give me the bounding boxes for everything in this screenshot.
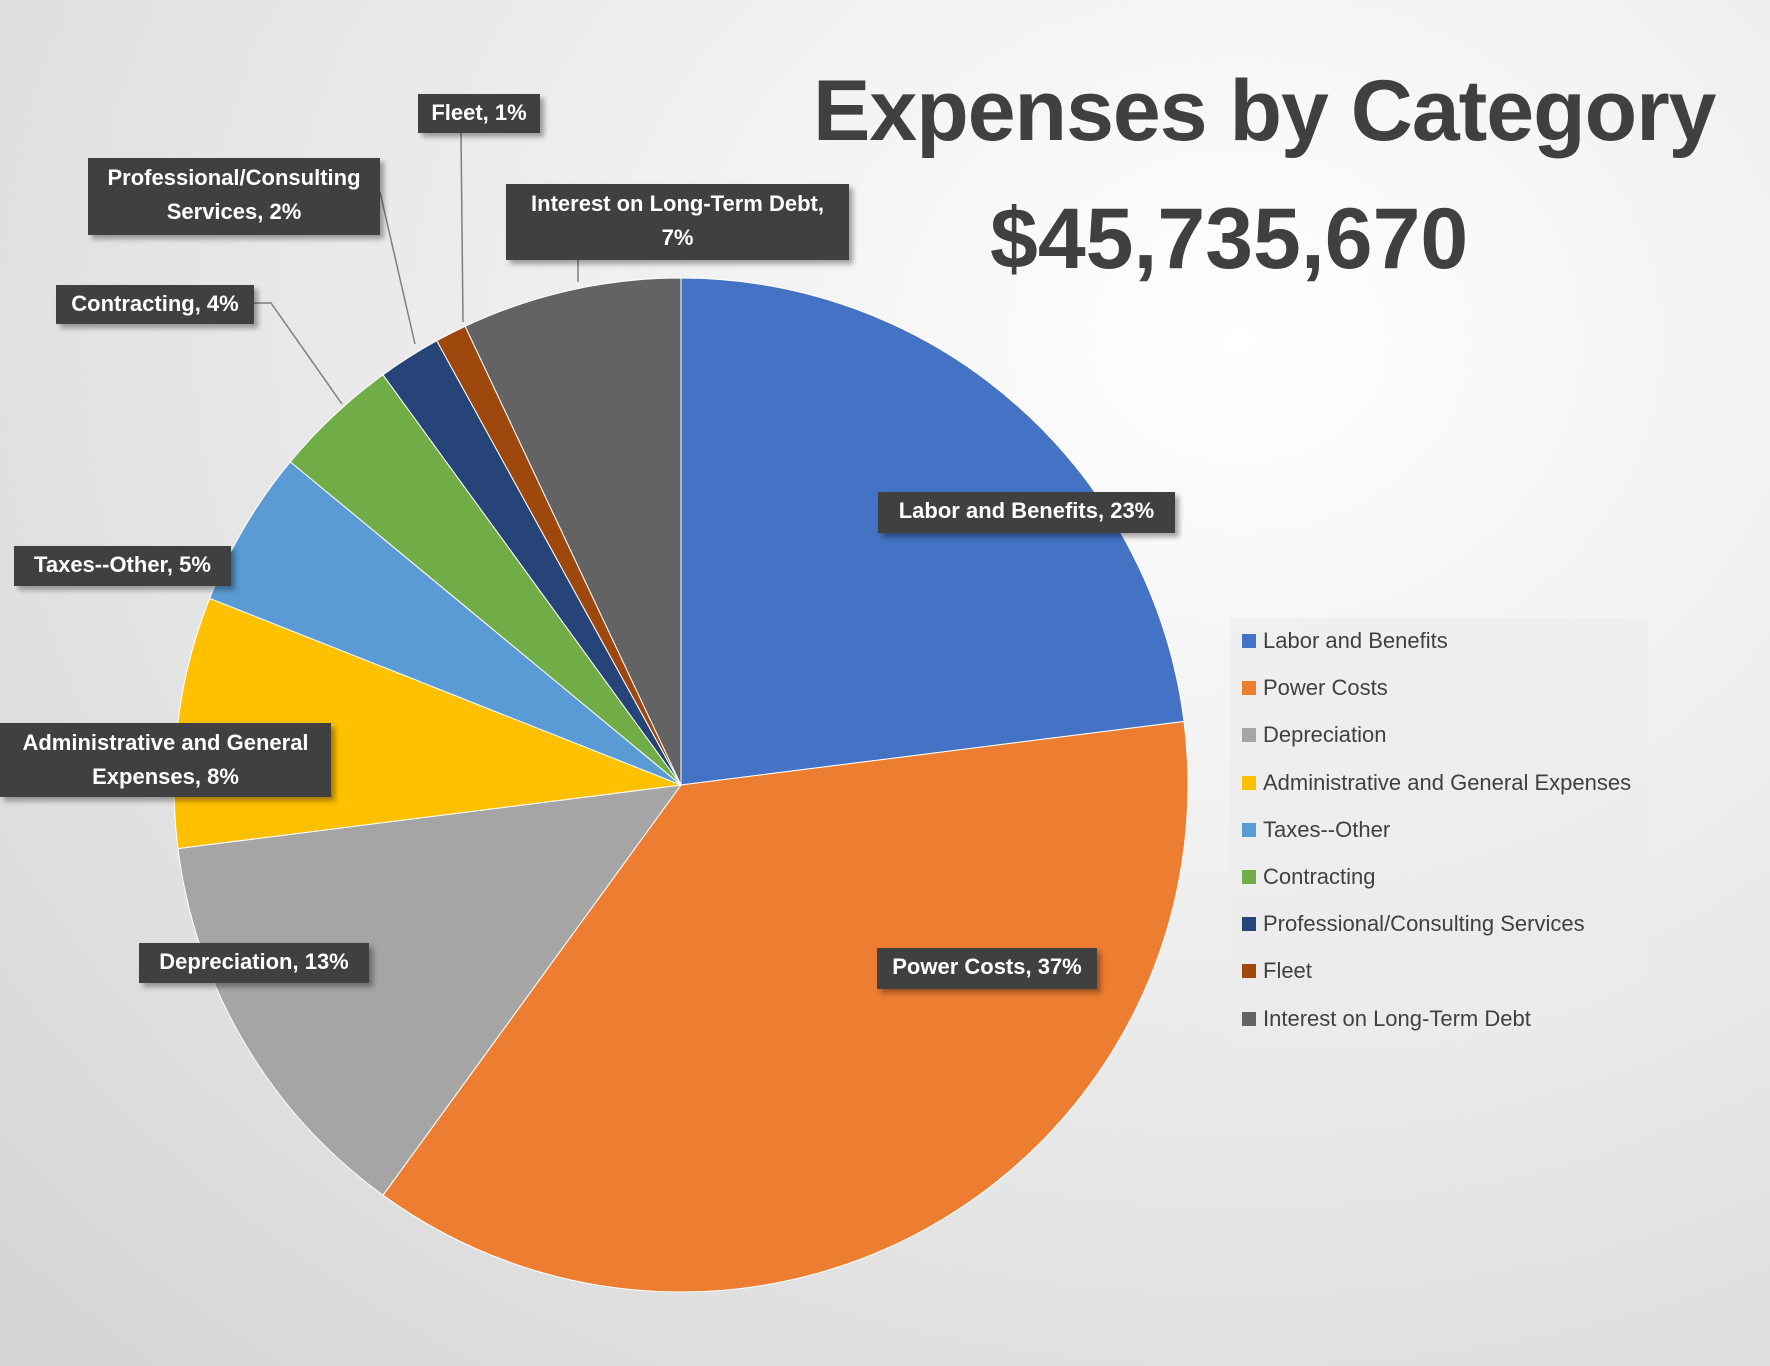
leader-line-contracting [254,302,343,405]
data-label-admin: Administrative and General Expenses, 8% [0,723,331,797]
legend-swatch [1242,728,1256,743]
chart-legend: Labor and Benefits Power Costs Depreciatio… [1230,618,1648,1046]
legend-item: Fleet [1242,956,1312,986]
data-label-interest-text: Interest on Long-Term Debt, 7% [531,191,824,250]
legend-label: Taxes--Other [1263,816,1391,842]
legend-item: Labor and Benefits [1242,626,1448,656]
pie-slice-interest-on-long-term-debt [464,277,682,786]
legend-label: Professional/Consulting Services [1263,911,1585,937]
chart-title: Expenses by Category [813,63,1716,159]
pie-slice-power-costs [382,720,1189,1293]
chart-total: $45,735,670 [990,191,1469,287]
legend-swatch [1242,917,1256,932]
data-label-taxes: Taxes--Other, 5% [14,546,231,586]
legend-label: Administrative and General Expenses [1263,769,1632,795]
legend-swatch [1242,775,1256,790]
data-label-power: Power Costs, 37% [877,948,1097,989]
legend-swatch [1242,634,1256,648]
legend-swatch [1242,964,1256,979]
data-label-labor: Labor and Benefits, 23% [878,492,1175,533]
legend-item: Interest on Long-Term Debt [1242,1004,1531,1034]
data-label-admin-text: Administrative and General Expenses, 8% [22,730,309,789]
data-label-fleet: Fleet, 1% [418,94,540,133]
legend-swatch [1242,870,1256,884]
legend-swatch [1242,1011,1256,1026]
leader-line-professional [379,191,416,345]
legend-item: Contracting [1242,862,1376,892]
legend-label: Power Costs [1263,675,1388,701]
legend-item: Power Costs [1242,673,1388,703]
legend-swatch [1242,822,1256,837]
legend-item: Professional/Consulting Services [1242,909,1585,939]
data-label-depreciation: Depreciation, 13% [139,943,369,983]
legend-label: Depreciation [1263,722,1387,748]
data-label-interest: Interest on Long-Term Debt, 7% [506,184,849,260]
data-label-professional-text: Professional/Consulting Services, 2% [107,165,361,224]
pie-slice-taxes-other [208,461,682,786]
legend-label: Fleet [1263,958,1312,984]
pie-slice-depreciation [177,784,683,1196]
legend-label: Interest on Long-Term Debt [1263,1005,1531,1031]
legend-label: Labor and Benefits [1263,628,1448,653]
legend-item: Depreciation [1242,720,1387,750]
data-label-professional: Professional/Consulting Services, 2% [88,158,380,235]
legend-item: Administrative and General Expenses [1242,768,1631,798]
legend-swatch [1242,681,1256,696]
legend-label: Contracting [1263,864,1376,889]
legend-item: Taxes--Other [1242,815,1390,845]
leader-line-fleet [460,132,464,323]
data-label-contracting: Contracting, 4% [56,285,254,324]
